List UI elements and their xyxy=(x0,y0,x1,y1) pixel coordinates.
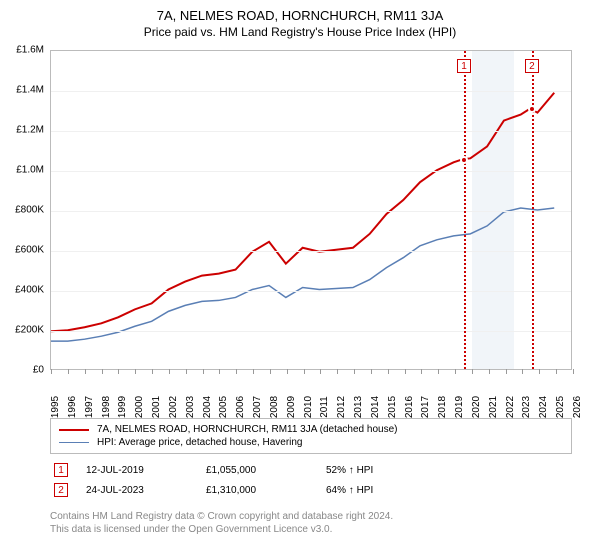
x-tick-label: 2014 xyxy=(370,396,381,418)
legend-swatch xyxy=(59,442,89,444)
x-axis: 1995199619971998199920002001200220032004… xyxy=(50,372,572,412)
sale-marker-dot xyxy=(528,105,536,113)
x-tick-label: 1997 xyxy=(84,396,95,418)
legend-item: HPI: Average price, detached house, Have… xyxy=(59,436,563,449)
sale-number-box: 2 xyxy=(54,483,68,497)
x-tick-label: 2015 xyxy=(387,396,398,418)
sale-marker-dot xyxy=(460,156,468,164)
sale-number-box: 1 xyxy=(54,463,68,477)
chart-subtitle: Price paid vs. HM Land Registry's House … xyxy=(0,23,600,39)
x-tick-label: 1998 xyxy=(101,396,112,418)
x-tick-label: 2004 xyxy=(202,396,213,418)
sale-hpi-delta: 64% ↑ HPI xyxy=(326,485,426,496)
footer-line-2: This data is licensed under the Open Gov… xyxy=(50,523,572,536)
x-tick-label: 2026 xyxy=(572,396,583,418)
x-tick-label: 2008 xyxy=(269,396,280,418)
y-tick-label: £400K xyxy=(15,285,44,296)
sale-price: £1,310,000 xyxy=(206,485,326,496)
x-tick-label: 2001 xyxy=(151,396,162,418)
x-tick xyxy=(573,369,574,374)
x-tick-label: 2005 xyxy=(218,396,229,418)
y-tick-label: £1.0M xyxy=(16,165,44,176)
y-tick-label: £800K xyxy=(15,205,44,216)
sale-marker-box: 1 xyxy=(457,59,471,73)
x-tick-label: 1999 xyxy=(117,396,128,418)
x-tick-label: 2009 xyxy=(286,396,297,418)
x-tick-label: 2007 xyxy=(252,396,263,418)
sale-row: 2 24-JUL-2023£1,310,00064% ↑ HPI xyxy=(50,480,572,500)
y-axis: £0£200K£400K£600K£800K£1.0M£1.2M£1.4M£1.… xyxy=(0,50,48,370)
sale-marker-box: 2 xyxy=(525,59,539,73)
sale-marker-line xyxy=(464,51,466,369)
legend-swatch xyxy=(59,429,89,431)
y-tick-label: £200K xyxy=(15,325,44,336)
legend: 7A, NELMES ROAD, HORNCHURCH, RM11 3JA (d… xyxy=(50,418,572,454)
x-tick-label: 2023 xyxy=(521,396,532,418)
x-tick-label: 2012 xyxy=(336,396,347,418)
sale-date: 24-JUL-2023 xyxy=(86,485,206,496)
sale-row: 1 12-JUL-2019£1,055,00052% ↑ HPI xyxy=(50,460,572,480)
x-tick-label: 2003 xyxy=(185,396,196,418)
x-tick-label: 2021 xyxy=(488,396,499,418)
y-gridline xyxy=(51,91,571,92)
line-layer xyxy=(51,51,571,369)
plot-area: 12 xyxy=(50,50,572,370)
y-gridline xyxy=(51,171,571,172)
x-tick-label: 2024 xyxy=(538,396,549,418)
sale-hpi-delta: 52% ↑ HPI xyxy=(326,465,426,476)
y-gridline xyxy=(51,131,571,132)
y-gridline xyxy=(51,211,571,212)
y-tick-label: £1.4M xyxy=(16,85,44,96)
footer-line-1: Contains HM Land Registry data © Crown c… xyxy=(50,510,572,523)
y-tick-label: £600K xyxy=(15,245,44,256)
x-tick-label: 2019 xyxy=(454,396,465,418)
sale-price: £1,055,000 xyxy=(206,465,326,476)
series-line-hpi xyxy=(51,208,554,341)
x-tick-label: 2018 xyxy=(437,396,448,418)
y-tick-label: £0 xyxy=(33,365,44,376)
x-tick-label: 2016 xyxy=(404,396,415,418)
x-tick-label: 2020 xyxy=(471,396,482,418)
y-gridline xyxy=(51,291,571,292)
x-tick-label: 2000 xyxy=(134,396,145,418)
y-tick-label: £1.6M xyxy=(16,45,44,56)
x-tick-label: 2017 xyxy=(420,396,431,418)
x-tick-label: 2013 xyxy=(353,396,364,418)
x-tick-label: 2006 xyxy=(235,396,246,418)
x-tick-label: 1995 xyxy=(50,396,61,418)
sale-date: 12-JUL-2019 xyxy=(86,465,206,476)
sales-table: 1 12-JUL-2019£1,055,00052% ↑ HPI 2 24-JUL-2… xyxy=(50,460,572,500)
chart-container: 7A, NELMES ROAD, HORNCHURCH, RM11 3JA Pr… xyxy=(0,0,600,560)
x-tick-label: 1996 xyxy=(67,396,78,418)
y-gridline xyxy=(51,331,571,332)
legend-label: HPI: Average price, detached house, Have… xyxy=(97,437,303,448)
x-tick-label: 2011 xyxy=(319,396,330,418)
y-gridline xyxy=(51,251,571,252)
x-tick-label: 2002 xyxy=(168,396,179,418)
sale-marker-line xyxy=(532,51,534,369)
x-tick-label: 2025 xyxy=(555,396,566,418)
footer: Contains HM Land Registry data © Crown c… xyxy=(50,510,572,536)
legend-label: 7A, NELMES ROAD, HORNCHURCH, RM11 3JA (d… xyxy=(97,424,397,435)
y-tick-label: £1.2M xyxy=(16,125,44,136)
x-tick-label: 2022 xyxy=(505,396,516,418)
x-tick-label: 2010 xyxy=(303,396,314,418)
chart-title: 7A, NELMES ROAD, HORNCHURCH, RM11 3JA xyxy=(0,0,600,23)
legend-item: 7A, NELMES ROAD, HORNCHURCH, RM11 3JA (d… xyxy=(59,423,563,436)
